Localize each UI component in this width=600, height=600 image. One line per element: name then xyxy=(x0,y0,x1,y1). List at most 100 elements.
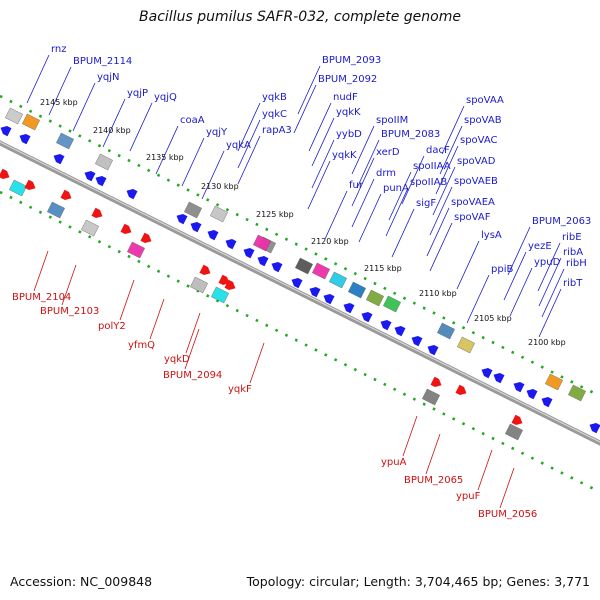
forward-gene-arrow xyxy=(430,376,442,388)
gene-label-forward: ribT xyxy=(563,278,583,289)
label-leaders xyxy=(26,54,565,509)
leader-forward xyxy=(351,125,375,175)
gene-band xyxy=(95,153,113,171)
gene-label-forward: ribA xyxy=(563,247,583,258)
gene-label-reverse: polY2 xyxy=(98,321,126,332)
gene-band xyxy=(457,336,475,354)
gene-label-forward: BPUM_2092 xyxy=(318,74,377,85)
gene-band xyxy=(9,179,27,197)
reverse-gene-arrow xyxy=(589,422,600,434)
gene-label-forward: spoVAA xyxy=(466,95,504,106)
gene-label-forward: lysA xyxy=(481,230,502,241)
kbp-tick-label: 2135 kbp xyxy=(146,153,184,162)
gene-label-forward: BPUM_2063 xyxy=(532,216,591,227)
leader-forward xyxy=(466,274,490,324)
gene-label-forward: spoIIAA xyxy=(413,161,451,172)
backbone-highlight xyxy=(0,141,600,443)
gene-label-forward: dacF xyxy=(426,145,450,156)
kbp-tick-label: 2140 kbp xyxy=(93,126,131,135)
reverse-gene-arrow xyxy=(411,335,423,347)
gene-label-forward: yybD xyxy=(336,129,362,140)
gene-label-reverse: BPUM_2094 xyxy=(163,370,222,381)
gene-label-reverse: ypuA xyxy=(381,457,407,468)
gene-label-reverse: BPUM_2104 xyxy=(12,292,71,303)
gene-label-forward: ppiB xyxy=(491,264,513,275)
gene-label-forward: yqkK xyxy=(336,107,361,118)
leader-forward xyxy=(385,187,409,237)
gene-label-forward: spoVAD xyxy=(457,156,496,167)
gene-band xyxy=(184,201,202,219)
gene-band xyxy=(22,113,40,131)
gene-glyphs xyxy=(0,125,600,434)
gene-label-forward: drm xyxy=(376,168,396,179)
gene-label-forward: yqkC xyxy=(262,109,287,120)
leader-forward xyxy=(237,119,261,169)
reverse-gene-arrow xyxy=(361,311,373,323)
leader-forward xyxy=(102,98,126,148)
leader-forward xyxy=(311,117,335,167)
gene-label-reverse: BPUM_2056 xyxy=(478,509,537,520)
leader-forward xyxy=(181,137,205,187)
reverse-gene-arrow xyxy=(394,325,406,337)
gene-label-forward: BPUM_2114 xyxy=(73,56,132,67)
gene-band xyxy=(190,276,208,294)
gene-band xyxy=(545,373,563,391)
reverse-gene-arrow xyxy=(95,175,107,187)
leader-forward xyxy=(237,102,261,152)
gene-label-forward: fur xyxy=(349,180,364,191)
leader-forward xyxy=(439,125,463,175)
reverse-gene-arrow xyxy=(207,229,219,241)
kbp-tick-label: 2125 kbp xyxy=(256,210,294,219)
gene-label-forward: spoVAC xyxy=(460,135,498,146)
gene-band xyxy=(422,388,440,406)
reverse-gene-arrow xyxy=(190,221,202,233)
gene-band xyxy=(366,289,384,307)
gene-label-forward: rapA3 xyxy=(262,125,292,136)
kbp-tick-labels: 2145 kbp 2140 kbp 2135 kbp 2130 kbp 2125 kbp… xyxy=(40,98,566,347)
gene-label-reverse: yqkF xyxy=(228,384,252,395)
gene-label-forward: yqkK xyxy=(332,150,357,161)
gene-label-reverse: ypuF xyxy=(456,491,481,502)
gene-band xyxy=(81,219,99,237)
leader-forward xyxy=(201,150,225,200)
leader-forward xyxy=(297,65,321,115)
gene-band xyxy=(127,241,145,259)
gene-label-reverse: yqkD xyxy=(164,354,190,365)
topology-label: Topology: circular; Length: 3,704,465 bp… xyxy=(246,574,590,589)
leader-forward xyxy=(48,66,72,116)
gene-band xyxy=(568,384,586,402)
gene-label-forward: yqkA xyxy=(226,140,251,151)
reverse-gene-arrow xyxy=(176,213,188,225)
gene-label-forward: spoIIM xyxy=(376,115,408,126)
leader-forward xyxy=(537,242,561,292)
leader-forward xyxy=(426,207,450,257)
reverse-gene-arrow xyxy=(84,170,96,182)
gene-label-forward: spoVAF xyxy=(454,212,491,223)
gene-label-forward: ribE xyxy=(562,232,582,243)
gene-label-forward: xerD xyxy=(376,147,400,158)
leader-reverse xyxy=(499,467,515,509)
gene-label-forward: sigF xyxy=(416,198,436,209)
reverse-gene-arrow xyxy=(19,133,31,145)
gene-label-forward: spoVAEA xyxy=(451,197,495,208)
gene-label-forward: yqjP xyxy=(127,88,148,99)
leader-forward xyxy=(507,226,531,276)
reverse-gene-arrow xyxy=(481,367,493,379)
leader-reverse xyxy=(149,298,165,340)
accession-label: Accession: NC_009848 xyxy=(10,574,153,589)
reverse-gene-arrow xyxy=(323,293,335,305)
gene-band xyxy=(383,295,401,313)
reverse-gene-arrow xyxy=(493,372,505,384)
reverse-gene-arrow xyxy=(225,238,237,250)
lower-tick-track xyxy=(0,190,600,494)
gene-band xyxy=(47,201,65,219)
reverse-gene-arrow xyxy=(380,319,392,331)
leader-forward xyxy=(129,102,153,152)
reverse-gene-arrow xyxy=(257,255,269,267)
gene-label-forward: BPUM_2083 xyxy=(381,129,440,140)
reverse-gene-arrow xyxy=(126,188,138,200)
gene-band xyxy=(253,234,271,252)
reverse-gene-arrow xyxy=(513,381,525,393)
leader-forward xyxy=(432,166,456,216)
